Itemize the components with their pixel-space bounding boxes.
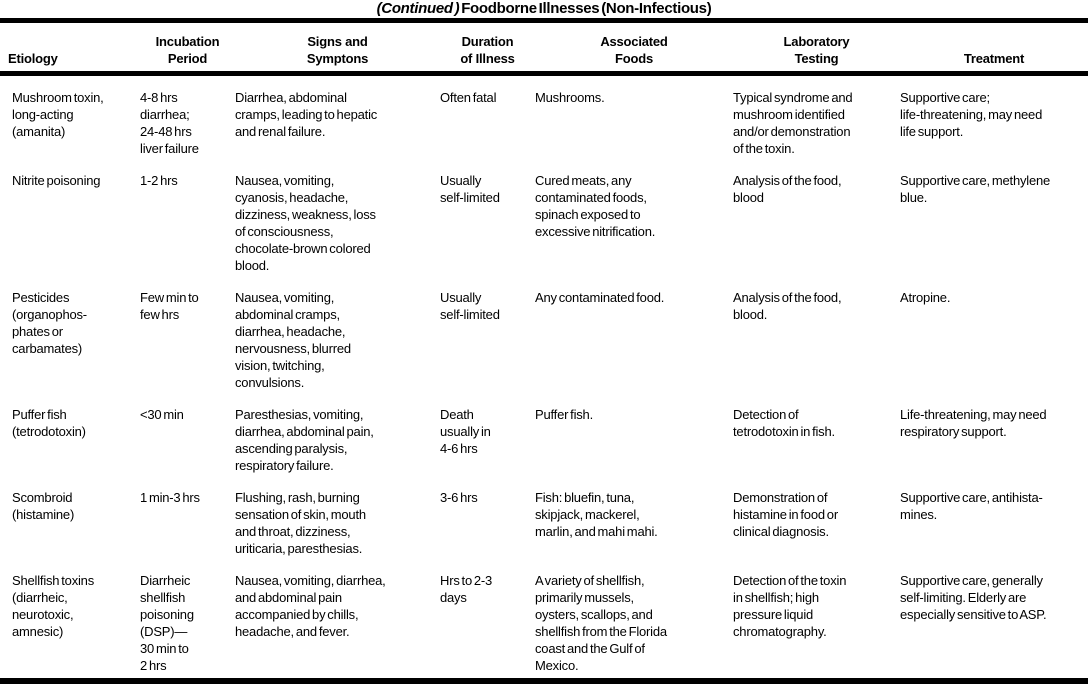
cell-signs-symptoms: Diarrhea, abdominal cramps, leading to h…: [235, 90, 378, 139]
cell-etiology: Pesticides (organophos- phates or carbam…: [12, 290, 87, 356]
cell-associated-foods: A variety of shellfish, primarily mussel…: [535, 573, 667, 673]
cell-etiology: Nitrite poisoning: [12, 173, 101, 188]
cell-treatment: Supportive care; life-threatening, may n…: [900, 90, 1043, 139]
table-row-puffer-fish: Puffer fish (tetrodotoxin) <30 min Pares…: [0, 406, 1088, 474]
header-rule: [0, 71, 1088, 76]
cell-etiology: Scombroid (histamine): [12, 490, 75, 522]
cell-associated-foods: Cured meats, any contaminated foods, spi…: [535, 173, 656, 239]
cell-incubation-period: <30 min: [140, 407, 184, 422]
column-header-incubation-period: Incubation Period: [155, 34, 220, 66]
cell-duration-of-illness: Hrs to 2-3 days: [440, 573, 493, 605]
table-row-mushroom-toxin: Mushroom toxin, long-acting (amanita) 4-…: [0, 89, 1088, 157]
column-header-etiology: Etiology: [8, 51, 58, 66]
cell-associated-foods: Fish: bluefin, tuna, skipjack, mackerel,…: [535, 490, 658, 539]
cell-etiology: Mushroom toxin, long-acting (amanita): [12, 90, 104, 139]
cell-duration-of-illness: Death usually in 4-6 hrs: [440, 407, 491, 456]
cell-associated-foods: Any contaminated food.: [535, 290, 665, 305]
cell-duration-of-illness: Often fatal: [440, 90, 497, 105]
column-header-associated-foods: Associated Foods: [600, 34, 668, 66]
table-row-pesticides: Pesticides (organophos- phates or carbam…: [0, 289, 1088, 391]
title-continued-label: (Continued ): [376, 0, 460, 17]
cell-signs-symptoms: Flushing, rash, burning sensation of ski…: [235, 490, 366, 556]
cell-etiology: Puffer fish (tetrodotoxin): [12, 407, 86, 439]
bottom-rule: [0, 678, 1088, 684]
table-row-nitrite-poisoning: Nitrite poisoning 1-2 hrs Nausea, vomiti…: [0, 172, 1088, 274]
cell-laboratory-testing: Analysis of the food, blood.: [733, 290, 842, 322]
cell-treatment: Supportive care, antihista- mines.: [900, 490, 1043, 522]
cell-signs-symptoms: Nausea, vomiting, abdominal cramps, diar…: [235, 290, 351, 390]
cell-treatment: Life-threatening, may need respiratory s…: [900, 407, 1047, 439]
cell-associated-foods: Puffer fish.: [535, 407, 594, 422]
cell-associated-foods: Mushrooms.: [535, 90, 605, 105]
cell-duration-of-illness: Usually self-limited: [440, 290, 500, 322]
cell-treatment: Supportive care, generally self-limiting…: [900, 573, 1047, 622]
cell-laboratory-testing: Detection of the toxin in shellfish; hig…: [733, 573, 847, 639]
cell-incubation-period: 1 min-3 hrs: [140, 490, 200, 505]
cell-treatment: Atropine.: [900, 290, 951, 305]
cell-signs-symptoms: Nausea, vomiting, cyanosis, headache, di…: [235, 173, 376, 273]
column-header-signs-symptoms: Signs and Symptons: [306, 34, 369, 66]
cell-signs-symptoms: Paresthesias, vomiting, diarrhea, abdomi…: [235, 407, 374, 473]
cell-incubation-period: 1-2 hrs: [140, 173, 178, 188]
cell-treatment: Supportive care, methylene blue.: [900, 173, 1051, 205]
column-header-laboratory-testing: Laboratory Testing: [783, 34, 850, 66]
cell-signs-symptoms: Nausea, vomiting, diarrhea, and abdomina…: [235, 573, 386, 639]
column-header-duration-of-illness: Duration of Illness: [460, 34, 515, 66]
title-main-label: Foodborne Illnesses (Non-Infectious): [461, 0, 712, 17]
cell-duration-of-illness: 3-6 hrs: [440, 490, 478, 505]
cell-etiology: Shellfish toxins (diarrheic, neurotoxic,…: [12, 573, 95, 639]
top-rule: [0, 18, 1088, 23]
cell-incubation-period: Diarrheic shellfish poisoning (DSP)— 30 …: [140, 573, 194, 673]
cell-laboratory-testing: Detection of tetrodotoxin in fish.: [733, 407, 835, 439]
cell-laboratory-testing: Analysis of the food, blood: [733, 173, 842, 205]
cell-incubation-period: Few min to few hrs: [140, 290, 199, 322]
table-header-row: Etiology Incubation Period Signs and Sym…: [0, 23, 1088, 71]
cell-incubation-period: 4-8 hrs diarrhea; 24-48 hrs liver failur…: [140, 90, 199, 156]
cell-laboratory-testing: Demonstration of histamine in food or cl…: [733, 490, 838, 539]
cell-duration-of-illness: Usually self-limited: [440, 173, 500, 205]
table-body: Mushroom toxin, long-acting (amanita) 4-…: [0, 76, 1088, 674]
table-row-shellfish-toxins: Shellfish toxins (diarrheic, neurotoxic,…: [0, 572, 1088, 674]
table-row-scombroid: Scombroid (histamine) 1 min-3 hrs Flushi…: [0, 489, 1088, 557]
table-title: (Continued ) Foodborne Illnesses (Non-In…: [0, 0, 1088, 18]
column-header-treatment: Treatment: [963, 51, 1025, 66]
cell-laboratory-testing: Typical syndrome and mushroom identified…: [733, 90, 853, 156]
